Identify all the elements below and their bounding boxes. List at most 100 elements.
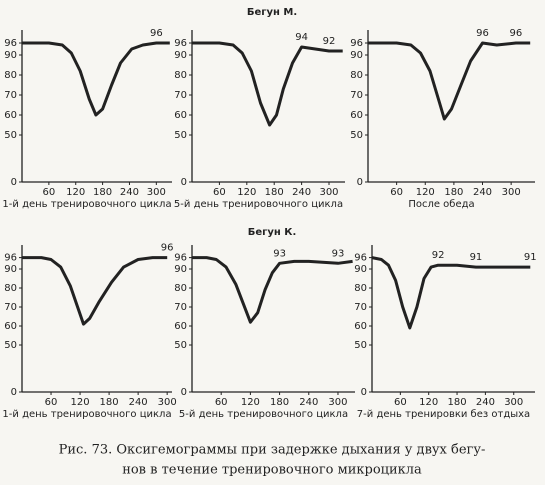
- x-tick-label: 120: [237, 187, 256, 198]
- y-tick-label: 60: [174, 110, 187, 121]
- y-tick-label: 70: [4, 90, 17, 101]
- data-line: [22, 256, 168, 326]
- x-tick-label: 60: [42, 187, 55, 198]
- y-tick-label: 70: [350, 90, 363, 101]
- x-tick-label: 120: [416, 187, 435, 198]
- x-tick-label: 300: [502, 187, 521, 198]
- x-axis-label: 1-й день тренировочного цикла: [2, 409, 171, 420]
- y-tick-label: 90: [354, 264, 367, 275]
- value-label: 91: [470, 252, 483, 263]
- y-tick-label: 80: [174, 283, 187, 294]
- y-tick-label: 60: [4, 321, 17, 332]
- x-tick-label: 180: [270, 397, 289, 408]
- y-tick-label: 60: [174, 321, 187, 332]
- y-tick-label: 70: [174, 302, 187, 313]
- y-tick-label: 50: [354, 340, 367, 351]
- x-axis-label: 7-й день тренировки без отдыха: [357, 409, 530, 420]
- data-line: [368, 41, 531, 121]
- data-line: [371, 256, 531, 330]
- value-label: 96: [476, 28, 489, 39]
- x-axis-label: 1-й день тренировочного цикла: [2, 199, 171, 210]
- x-axis-label: После обеда: [408, 199, 474, 210]
- x-tick-label: 180: [265, 187, 284, 198]
- y-tick-label: 96: [350, 38, 363, 49]
- y-tick-label: 70: [4, 302, 17, 313]
- y-tick-label: 50: [174, 340, 187, 351]
- x-tick-label: 240: [473, 187, 492, 198]
- y-tick-label: 90: [174, 264, 187, 275]
- value-label: 91: [524, 252, 537, 263]
- x-tick-label: 120: [71, 397, 90, 408]
- x-tick-label: 60: [390, 187, 403, 198]
- x-tick-label: 240: [476, 397, 495, 408]
- y-tick-label: 0: [181, 177, 187, 188]
- x-tick-label: 180: [100, 397, 119, 408]
- y-tick-label: 60: [354, 321, 367, 332]
- x-tick-label: 300: [328, 397, 347, 408]
- x-tick-label: 60: [394, 397, 407, 408]
- y-tick-label: 80: [350, 70, 363, 81]
- value-label: 96: [510, 28, 523, 39]
- y-tick-label: 96: [174, 253, 187, 264]
- x-tick-label: 300: [158, 397, 177, 408]
- x-tick-label: 180: [447, 397, 466, 408]
- x-tick-label: 120: [66, 187, 85, 198]
- data-line: [22, 41, 170, 117]
- x-tick-label: 60: [45, 397, 58, 408]
- x-tick-label: 180: [444, 187, 463, 198]
- x-tick-label: 120: [241, 397, 260, 408]
- y-tick-label: 96: [4, 38, 17, 49]
- x-tick-label: 240: [120, 187, 139, 198]
- y-tick-label: 60: [4, 110, 17, 121]
- y-tick-label: 90: [4, 264, 17, 275]
- y-tick-label: 90: [174, 50, 187, 61]
- y-tick-label: 0: [11, 177, 17, 188]
- x-tick-label: 60: [213, 187, 226, 198]
- y-tick-label: 80: [354, 283, 367, 294]
- x-tick-label: 120: [419, 397, 438, 408]
- x-tick-label: 60: [215, 397, 228, 408]
- y-tick-label: 50: [4, 130, 17, 141]
- y-tick-label: 80: [174, 70, 187, 81]
- value-label: 92: [323, 36, 336, 47]
- value-label: 96: [161, 243, 174, 254]
- value-label: 93: [273, 248, 286, 259]
- value-label: 93: [332, 248, 345, 259]
- y-tick-label: 96: [354, 253, 367, 264]
- x-tick-label: 240: [129, 397, 148, 408]
- group-title: Бегун М.: [247, 7, 297, 18]
- data-line: [192, 41, 343, 127]
- y-tick-label: 80: [4, 283, 17, 294]
- y-tick-label: 60: [350, 110, 363, 121]
- y-tick-label: 70: [174, 90, 187, 101]
- x-axis-label: 5-й день тренировочного цикла: [179, 409, 348, 420]
- y-tick-label: 96: [174, 38, 187, 49]
- y-tick-label: 90: [4, 50, 17, 61]
- value-label: 94: [295, 32, 308, 43]
- value-label: 96: [150, 28, 163, 39]
- x-tick-label: 300: [504, 397, 523, 408]
- y-tick-label: 0: [11, 387, 17, 398]
- y-tick-label: 50: [350, 130, 363, 141]
- x-axis-label: 5-й день тренировочного цикла: [174, 199, 343, 210]
- y-tick-label: 96: [4, 253, 17, 264]
- x-tick-label: 300: [319, 187, 338, 198]
- value-label: 92: [432, 250, 445, 261]
- caption-line: нов в течение тренировочного микроцикла: [122, 463, 422, 478]
- group-title: Бегун К.: [248, 227, 297, 238]
- y-tick-label: 0: [181, 387, 187, 398]
- y-tick-label: 70: [354, 302, 367, 313]
- x-tick-label: 180: [93, 187, 112, 198]
- y-tick-label: 90: [350, 50, 363, 61]
- y-tick-label: 0: [357, 177, 363, 188]
- y-tick-label: 80: [4, 70, 17, 81]
- data-line: [192, 256, 353, 324]
- y-tick-label: 50: [174, 130, 187, 141]
- y-tick-label: 0: [361, 387, 367, 398]
- x-tick-label: 240: [299, 397, 318, 408]
- y-tick-label: 50: [4, 340, 17, 351]
- x-tick-label: 300: [147, 187, 166, 198]
- x-tick-label: 240: [292, 187, 311, 198]
- caption-line: Рис. 73. Оксигемограммы при задержке дых…: [59, 443, 486, 458]
